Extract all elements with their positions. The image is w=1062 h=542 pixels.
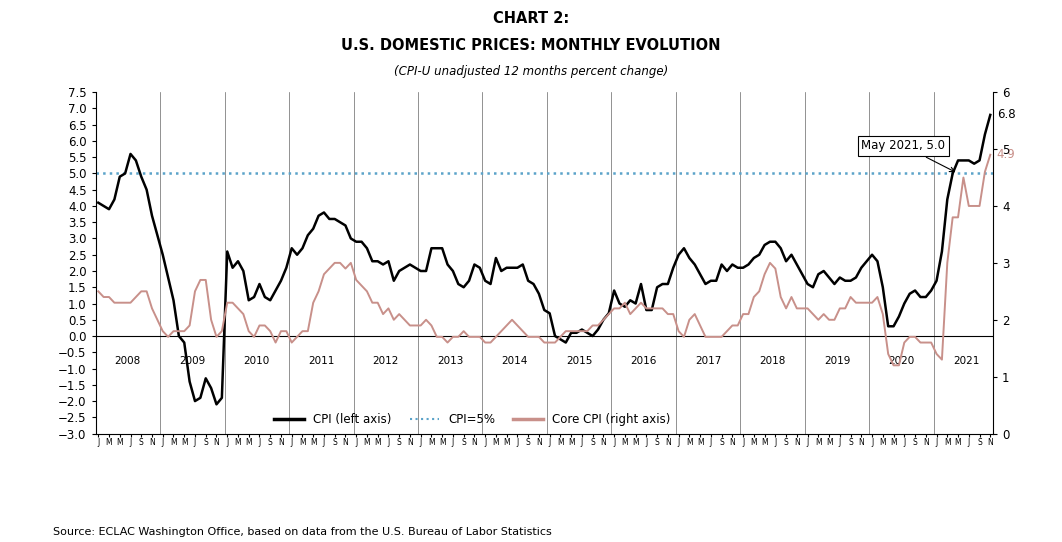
Text: 2015: 2015: [566, 356, 593, 366]
Text: May 2021, 5.0: May 2021, 5.0: [861, 139, 955, 172]
Text: 2017: 2017: [695, 356, 721, 366]
Text: 2019: 2019: [824, 356, 851, 366]
Text: 2012: 2012: [373, 356, 399, 366]
Text: 2014: 2014: [501, 356, 528, 366]
Text: U.S. DOMESTIC PRICES: MONTHLY EVOLUTION: U.S. DOMESTIC PRICES: MONTHLY EVOLUTION: [341, 38, 721, 53]
Text: 2018: 2018: [759, 356, 786, 366]
Text: 2021: 2021: [953, 356, 979, 366]
Text: CHART 2:: CHART 2:: [493, 11, 569, 26]
Text: 2010: 2010: [243, 356, 270, 366]
Text: 2008: 2008: [115, 356, 141, 366]
Text: 2013: 2013: [438, 356, 463, 366]
Text: 2011: 2011: [308, 356, 335, 366]
Text: 2020: 2020: [889, 356, 914, 366]
Text: 4.9: 4.9: [997, 149, 1015, 161]
Text: 2009: 2009: [179, 356, 205, 366]
Legend: CPI (left axis), CPI=5%, Core CPI (right axis): CPI (left axis), CPI=5%, Core CPI (right…: [270, 409, 675, 431]
Text: 2016: 2016: [631, 356, 657, 366]
Text: (CPI-U unadjusted 12 months percent change): (CPI-U unadjusted 12 months percent chan…: [394, 65, 668, 78]
Text: Source: ECLAC Washington Office, based on data from the U.S. Bureau of Labor Sta: Source: ECLAC Washington Office, based o…: [53, 527, 552, 537]
Text: 6.8: 6.8: [997, 108, 1015, 121]
